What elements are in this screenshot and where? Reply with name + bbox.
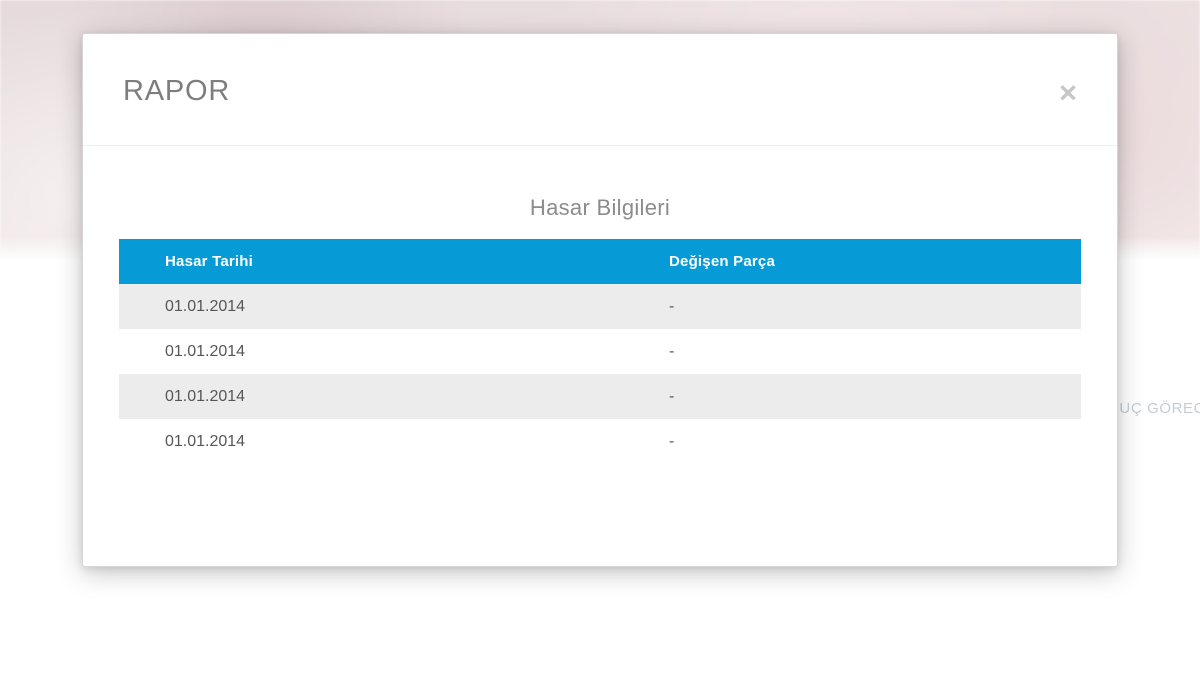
- report-modal-dialog: RAPOR × Hasar Bilgileri Hasar Tarihi Değ…: [82, 33, 1118, 567]
- cell-date: 01.01.2014: [119, 419, 623, 464]
- cell-date: 01.01.2014: [119, 329, 623, 374]
- table-header-row: Hasar Tarihi Değişen Parça: [119, 239, 1081, 284]
- modal-title: RAPOR: [123, 75, 231, 107]
- background-tagline: NUÇ GÖRECE: [1108, 400, 1200, 417]
- damage-info-table: Hasar Tarihi Değişen Parça 01.01.2014 - …: [119, 239, 1081, 464]
- table-header: Hasar Tarihi Değişen Parça: [119, 239, 1081, 284]
- modal-header: RAPOR ×: [83, 34, 1117, 146]
- cell-date: 01.01.2014: [119, 374, 623, 419]
- cell-date: 01.01.2014: [119, 284, 623, 329]
- table-row[interactable]: 01.01.2014 -: [119, 284, 1081, 329]
- column-header-date[interactable]: Hasar Tarihi: [119, 239, 623, 284]
- cell-part: -: [623, 419, 1081, 464]
- cell-part: -: [623, 284, 1081, 329]
- column-header-part[interactable]: Değişen Parça: [623, 239, 1081, 284]
- modal-body: Hasar Bilgileri Hasar Tarihi Değişen Par…: [83, 146, 1117, 464]
- table-body: 01.01.2014 - 01.01.2014 - 01.01.2014 - 0…: [119, 284, 1081, 464]
- table-row[interactable]: 01.01.2014 -: [119, 419, 1081, 464]
- cell-part: -: [623, 329, 1081, 374]
- cell-part: -: [623, 374, 1081, 419]
- section-title: Hasar Bilgileri: [529, 195, 671, 220]
- close-icon[interactable]: ×: [1051, 76, 1085, 110]
- table-row[interactable]: 01.01.2014 -: [119, 374, 1081, 419]
- table-row[interactable]: 01.01.2014 -: [119, 329, 1081, 374]
